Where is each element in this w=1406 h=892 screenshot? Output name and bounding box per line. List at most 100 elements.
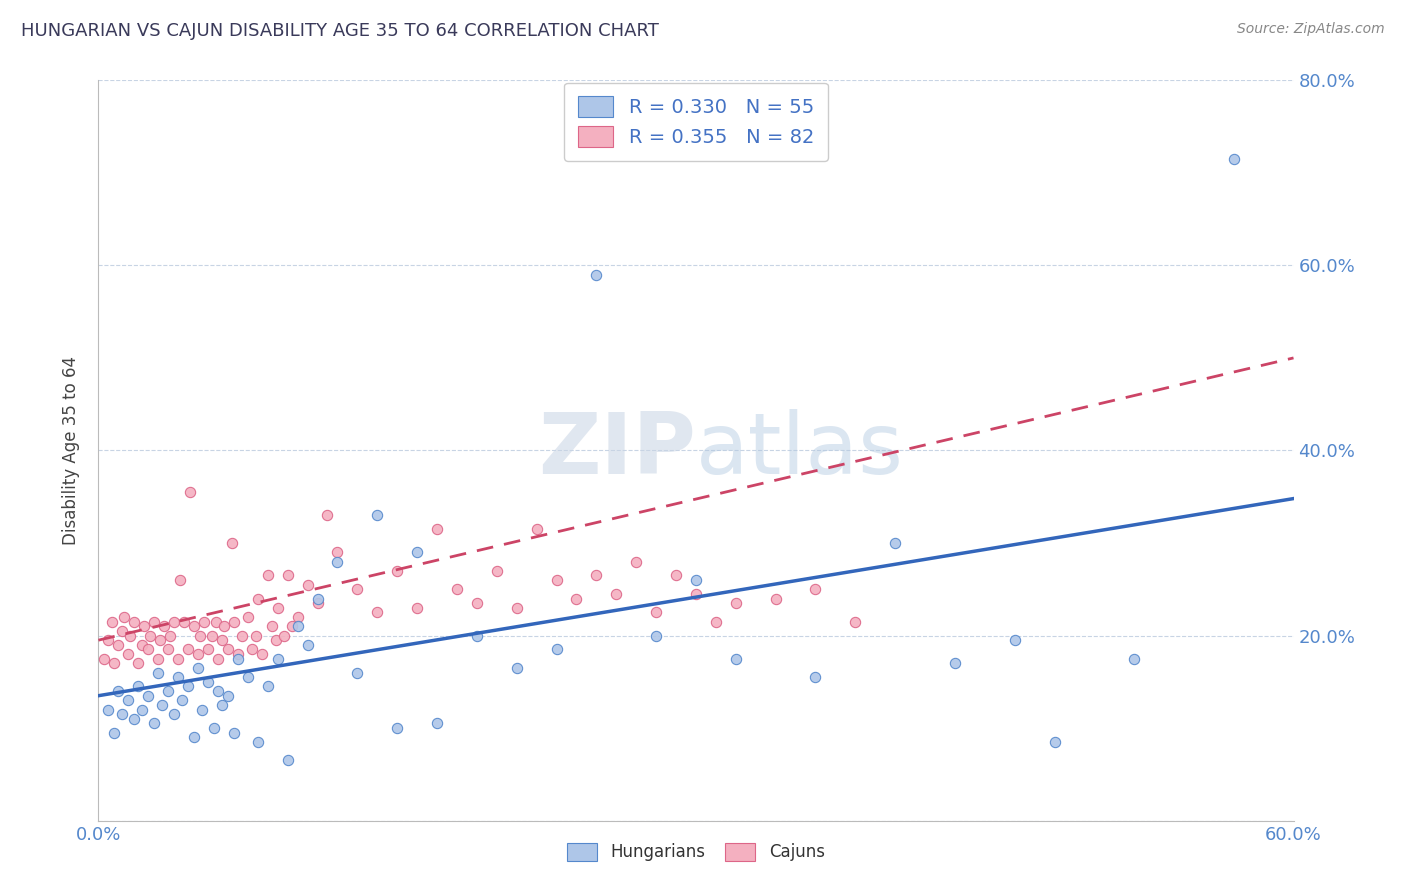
Point: [211, 633, 233, 648]
Point: [111, 707, 134, 722]
Point: [1223, 152, 1246, 166]
Point: [546, 642, 568, 657]
Point: [884, 536, 907, 550]
Point: [1123, 651, 1146, 665]
Point: [127, 657, 149, 671]
Point: [139, 628, 162, 642]
Point: [167, 670, 190, 684]
Point: [97, 703, 120, 717]
Point: [485, 564, 508, 578]
Point: [326, 554, 349, 569]
Point: [188, 628, 211, 642]
Point: [207, 684, 229, 698]
Point: [191, 703, 214, 717]
Point: [187, 661, 209, 675]
Point: [183, 619, 205, 633]
Point: [366, 606, 388, 620]
Point: [465, 596, 488, 610]
Point: [260, 619, 283, 633]
Point: [172, 693, 194, 707]
Point: [197, 674, 219, 689]
Point: [112, 610, 135, 624]
Point: [177, 642, 200, 657]
Point: [236, 610, 259, 624]
Point: [177, 680, 200, 694]
Point: [131, 703, 153, 717]
Point: [645, 628, 668, 642]
Point: [222, 725, 245, 739]
Point: [173, 615, 195, 629]
Point: [240, 642, 263, 657]
Point: [127, 680, 149, 694]
Point: [585, 268, 607, 282]
Point: [103, 657, 125, 671]
Point: [159, 628, 181, 642]
Point: [211, 698, 233, 712]
Point: [179, 485, 201, 500]
Point: [267, 600, 290, 615]
Point: [277, 754, 299, 768]
Point: [273, 628, 295, 642]
Point: [169, 573, 191, 587]
Point: [236, 670, 259, 684]
Point: [157, 684, 180, 698]
Text: atlas: atlas: [696, 409, 904, 492]
Point: [526, 522, 548, 536]
Point: [150, 698, 173, 712]
Point: [406, 600, 429, 615]
Point: [231, 628, 253, 642]
Point: [546, 573, 568, 587]
Point: [346, 582, 368, 597]
Point: [153, 619, 176, 633]
Point: [446, 582, 468, 597]
Point: [626, 554, 648, 569]
Point: [844, 615, 866, 629]
Point: [107, 638, 129, 652]
Point: [148, 651, 170, 665]
Point: [297, 577, 319, 591]
Point: [765, 591, 787, 606]
Point: [101, 615, 124, 629]
Point: [131, 638, 153, 652]
Point: [157, 642, 180, 657]
Point: [197, 642, 219, 657]
Point: [148, 665, 170, 680]
Point: [143, 716, 166, 731]
Point: [221, 536, 243, 550]
Point: [136, 642, 159, 657]
Point: [256, 680, 278, 694]
Point: [724, 596, 747, 610]
Point: [385, 721, 409, 735]
Point: [264, 633, 287, 648]
Point: [465, 628, 488, 642]
Point: [724, 651, 747, 665]
Point: [426, 716, 449, 731]
Point: [136, 689, 159, 703]
Legend: Hungarians, Cajuns: Hungarians, Cajuns: [561, 836, 831, 868]
Point: [167, 651, 190, 665]
Point: [143, 615, 166, 629]
Point: [226, 647, 249, 661]
Point: [103, 725, 125, 739]
Point: [385, 564, 409, 578]
Point: [277, 568, 299, 582]
Point: [226, 651, 249, 665]
Point: [685, 573, 707, 587]
Point: [207, 651, 229, 665]
Point: [565, 591, 588, 606]
Point: [217, 642, 239, 657]
Point: [120, 628, 142, 642]
Text: ZIP: ZIP: [538, 409, 696, 492]
Y-axis label: Disability Age 35 to 64: Disability Age 35 to 64: [62, 356, 80, 545]
Point: [250, 647, 273, 661]
Point: [124, 615, 146, 629]
Point: [287, 610, 309, 624]
Point: [326, 545, 349, 559]
Point: [205, 615, 228, 629]
Point: [506, 600, 529, 615]
Point: [585, 568, 607, 582]
Point: [202, 721, 225, 735]
Point: [163, 707, 186, 722]
Text: HUNGARIAN VS CAJUN DISABILITY AGE 35 TO 64 CORRELATION CHART: HUNGARIAN VS CAJUN DISABILITY AGE 35 TO …: [21, 22, 659, 40]
Point: [804, 670, 827, 684]
